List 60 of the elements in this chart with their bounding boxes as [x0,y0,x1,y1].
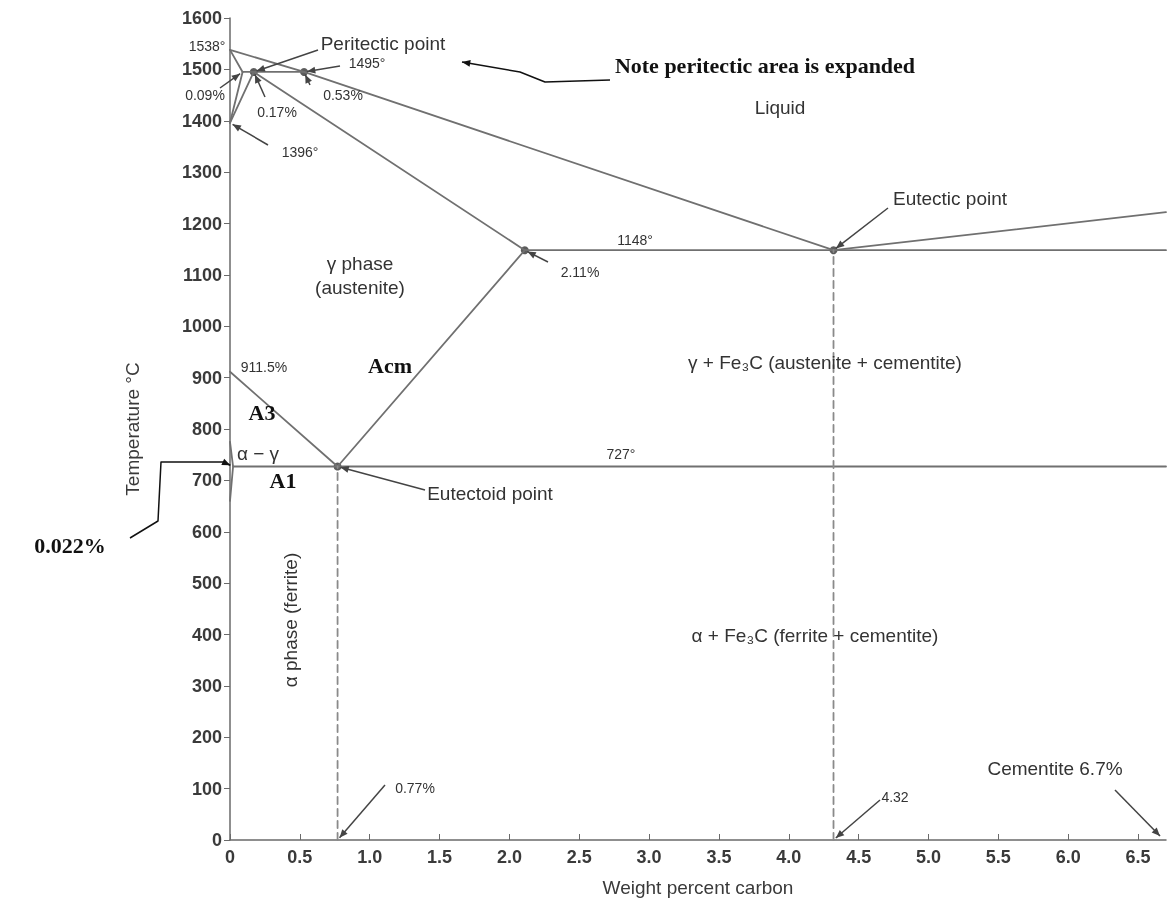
y-tick-label: 0 [211,830,222,850]
y-tick-label: 800 [191,419,222,439]
annotation: A3 [248,399,276,425]
x-tick-label: 6.0 [1055,847,1081,867]
x-tick-label: 1.0 [357,847,383,867]
y-tick-label: 400 [191,624,222,645]
annotation: Eutectic point [892,187,1008,209]
annotation: 0.53% [323,87,363,103]
y-tick-label: 1500 [181,59,222,80]
x-tick-label: 2.5 [566,847,592,867]
x-tick-label: 6.5 [1125,847,1151,867]
y-tick-label: 1200 [181,213,222,234]
x-axis-title: Weight percent carbon [602,877,794,898]
x-tick-label: 0.5 [287,847,313,867]
annotation: Acm [368,352,412,378]
annotation: 0.09% [185,87,225,103]
annotation: A1 [269,467,297,493]
annotation: α − γ [236,442,280,464]
x-tick-label: 4.0 [776,847,802,867]
y-tick-label: 900 [191,367,222,388]
x-tick-label: 3.5 [706,847,732,867]
annotation: Peritectic point [320,32,447,54]
annotation: 1495° [348,55,386,71]
annotation: 1396° [281,144,319,160]
annotation: γ phase (austenite) [315,252,405,298]
x-tick-label: 3.0 [636,847,662,867]
annotation: Cementite 6.7% [987,757,1123,779]
annotation: Eutectoid point [427,482,554,504]
x-tick-label: 5.5 [985,847,1011,867]
x-tick-label: 5.0 [915,847,942,867]
y-tick-label: 100 [191,778,222,799]
annotation: 0.17% [257,104,297,120]
annotation: γ + Fe₃C (austenite + cementite) [688,351,962,373]
annotation: 1148° [617,232,653,248]
x-tick-label: 4.5 [846,847,872,867]
annotation: 2.11% [560,264,600,280]
y-tick-label: 1600 [181,8,222,28]
y-axis-title: Temperature °C [122,362,143,496]
annotation: 727° [606,446,636,462]
y-tick-label: 1400 [181,110,222,131]
annotation: 911.5% [240,359,288,375]
annotation: α phase (ferrite) [279,552,301,688]
annotation: 1538° [188,38,226,54]
y-tick-label: 500 [191,573,222,594]
annotation: Liquid [754,96,806,118]
annotation: 4.32 [881,789,909,805]
annotation: Note peritectic area is expanded [614,52,916,78]
y-tick-label: 300 [191,675,222,696]
y-tick-label: 600 [191,521,222,542]
y-tick-label: 1000 [181,316,222,337]
x-tick-label: 1.5 [427,847,453,867]
annotation: 0.022% [34,532,106,558]
y-tick-label: 200 [191,727,222,748]
y-tick-label: 1100 [182,264,222,285]
x-tick-label: 2.0 [496,847,522,867]
annotation: 0.77% [395,780,435,796]
y-tick-label: 700 [191,470,222,491]
annotation: α + Fe₃C (ferrite + cementite) [691,624,939,646]
x-tick-label: 0 [224,847,236,867]
y-tick-label: 1300 [181,162,222,183]
